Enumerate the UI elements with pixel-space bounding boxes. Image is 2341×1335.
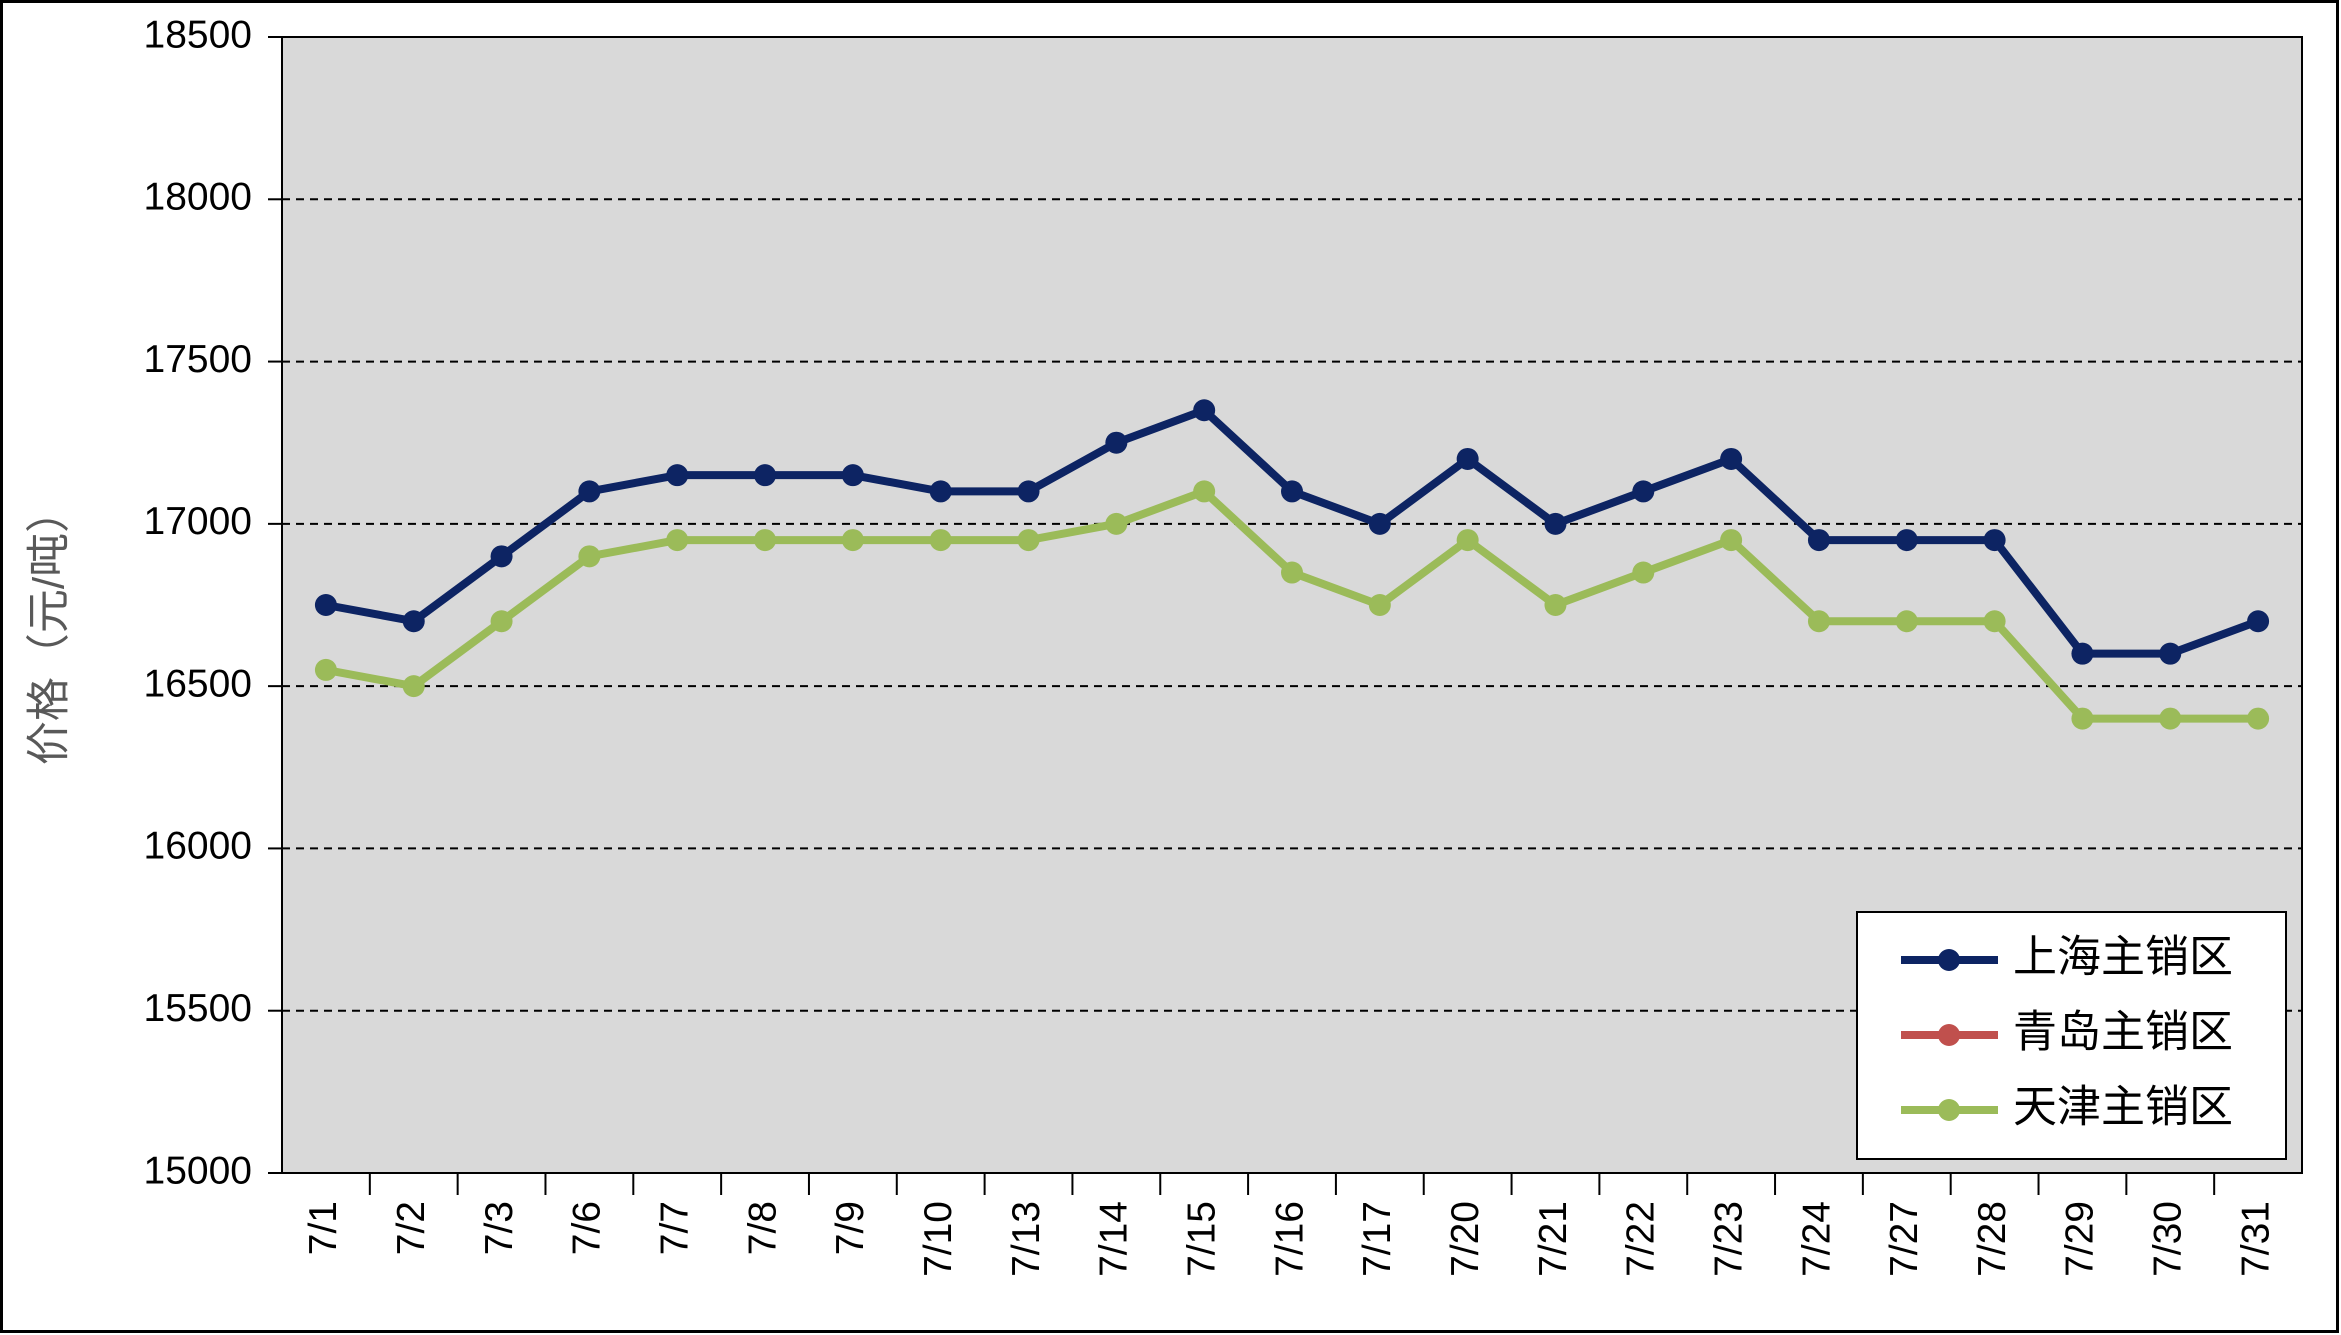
x-tick-label: 7/24 bbox=[1795, 1201, 1838, 1277]
x-tick-label: 7/10 bbox=[917, 1201, 960, 1277]
legend-label: 青岛主销区 bbox=[2013, 1008, 2233, 1057]
series-marker bbox=[1368, 512, 1391, 535]
series-marker bbox=[1720, 529, 1743, 552]
series-marker bbox=[1807, 529, 1830, 552]
series-marker bbox=[1193, 480, 1216, 503]
series-marker bbox=[1456, 447, 1479, 470]
x-tick-label: 7/6 bbox=[566, 1201, 609, 1255]
y-tick-label: 18000 bbox=[144, 176, 252, 219]
series-marker bbox=[2159, 642, 2182, 665]
series-marker bbox=[490, 610, 513, 633]
series-marker bbox=[1720, 447, 1743, 470]
series-marker bbox=[841, 529, 864, 552]
series-marker bbox=[490, 545, 513, 568]
series-marker bbox=[1807, 610, 1830, 633]
series-marker bbox=[2071, 642, 2094, 665]
y-axis-label: 价格（元/吨） bbox=[25, 489, 74, 765]
x-tick-label: 7/22 bbox=[1620, 1201, 1663, 1277]
series-marker bbox=[1983, 529, 2006, 552]
x-tick-label: 7/13 bbox=[1005, 1201, 1048, 1277]
series-marker bbox=[314, 658, 337, 681]
series-marker bbox=[402, 675, 425, 698]
legend-marker bbox=[1938, 949, 1960, 971]
y-tick-label: 16000 bbox=[144, 825, 252, 868]
y-tick-label: 15000 bbox=[144, 1149, 252, 1192]
series-marker bbox=[1456, 529, 1479, 552]
series-marker bbox=[1105, 431, 1128, 454]
series-marker bbox=[1281, 561, 1303, 584]
series-marker bbox=[1017, 529, 1040, 552]
y-tick-label: 15500 bbox=[144, 987, 252, 1030]
series-marker bbox=[578, 545, 601, 568]
series-marker bbox=[2159, 707, 2182, 730]
y-tick-label: 16500 bbox=[144, 662, 252, 705]
x-tick-label: 7/15 bbox=[1180, 1201, 1223, 1277]
series-marker bbox=[1017, 480, 1040, 503]
x-tick-label: 7/28 bbox=[1971, 1201, 2014, 1277]
x-tick-label: 7/2 bbox=[390, 1201, 433, 1255]
series-marker bbox=[666, 464, 689, 487]
series-marker bbox=[1544, 512, 1567, 535]
legend-label: 天津主销区 bbox=[2013, 1083, 2233, 1132]
y-tick-label: 17000 bbox=[144, 500, 252, 543]
series-marker bbox=[2247, 707, 2270, 730]
series-marker bbox=[402, 610, 425, 633]
series-marker bbox=[578, 480, 601, 503]
series-marker bbox=[2071, 707, 2094, 730]
legend-marker bbox=[1938, 1024, 1960, 1046]
y-tick-label: 18500 bbox=[144, 13, 252, 56]
x-tick-label: 7/17 bbox=[1356, 1201, 1399, 1277]
series-marker bbox=[1281, 480, 1303, 503]
series-marker bbox=[1895, 610, 1918, 633]
series-marker bbox=[1632, 480, 1655, 503]
series-marker bbox=[1983, 610, 2006, 633]
x-tick-label: 7/3 bbox=[478, 1201, 521, 1255]
x-tick-label: 7/14 bbox=[1093, 1201, 1136, 1277]
x-tick-label: 7/9 bbox=[829, 1201, 872, 1255]
series-marker bbox=[2247, 610, 2270, 633]
series-marker bbox=[1193, 399, 1216, 422]
x-tick-label: 7/30 bbox=[2147, 1201, 2190, 1277]
x-tick-label: 7/16 bbox=[1268, 1201, 1311, 1277]
legend-label: 上海主销区 bbox=[2013, 933, 2233, 982]
x-tick-label: 7/27 bbox=[1883, 1201, 1926, 1277]
series-marker bbox=[666, 529, 689, 552]
series-marker bbox=[754, 529, 777, 552]
x-tick-label: 7/7 bbox=[654, 1201, 697, 1255]
series-marker bbox=[314, 594, 337, 616]
x-tick-label: 7/1 bbox=[302, 1201, 345, 1255]
y-tick-label: 17500 bbox=[144, 338, 252, 381]
x-tick-label: 7/29 bbox=[2059, 1201, 2102, 1277]
series-marker bbox=[929, 480, 952, 503]
series-marker bbox=[1368, 594, 1391, 616]
x-tick-label: 7/23 bbox=[1707, 1201, 1750, 1277]
series-marker bbox=[929, 529, 952, 552]
legend-marker bbox=[1938, 1099, 1960, 1121]
series-marker bbox=[841, 464, 864, 487]
series-marker bbox=[1632, 561, 1655, 584]
x-tick-label: 7/8 bbox=[741, 1201, 784, 1255]
series-marker bbox=[754, 464, 777, 487]
series-marker bbox=[1895, 529, 1918, 552]
x-tick-label: 7/20 bbox=[1444, 1201, 1487, 1277]
series-marker bbox=[1105, 512, 1128, 535]
x-tick-label: 7/31 bbox=[2234, 1201, 2277, 1277]
x-tick-label: 7/21 bbox=[1532, 1201, 1575, 1277]
series-marker bbox=[1544, 594, 1567, 616]
